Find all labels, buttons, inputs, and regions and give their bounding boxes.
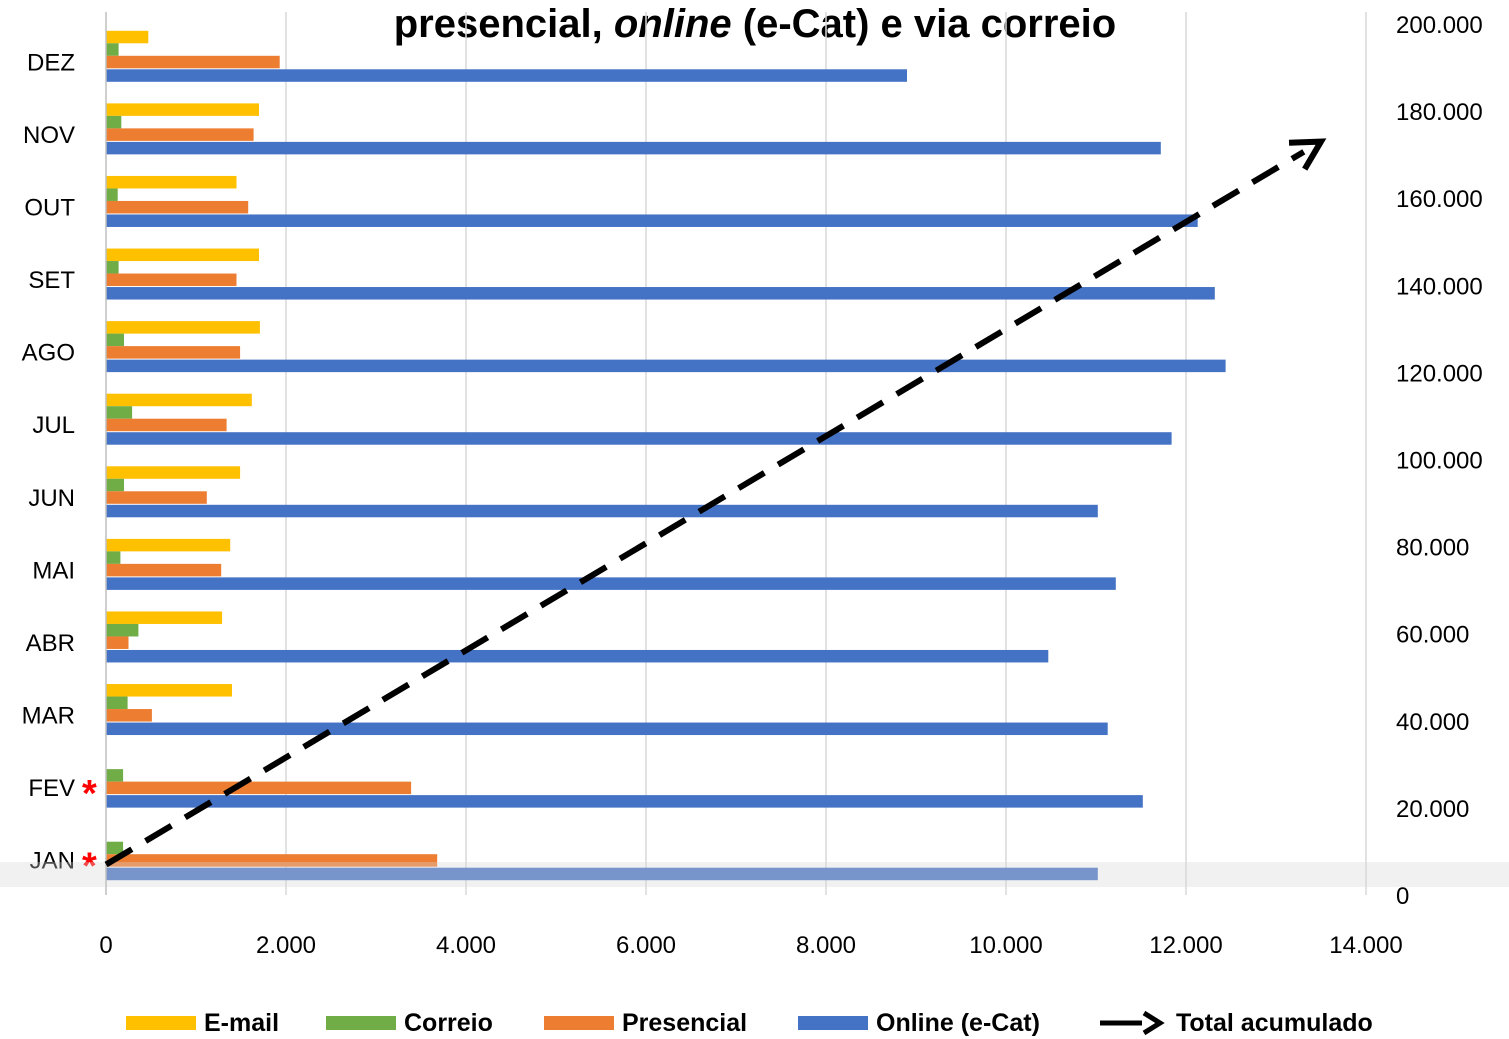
bar-e-mail-nov — [106, 103, 259, 116]
x-tick-label-0: 0 — [99, 932, 112, 959]
category-marker-jan: * — [82, 846, 97, 888]
bar-online-e-cat-fev — [106, 795, 1143, 808]
secondary-tick-label-9: 180.000 — [1396, 99, 1483, 126]
bar-e-mail-mar — [106, 684, 232, 697]
secondary-tick-label-1: 20.000 — [1396, 796, 1469, 823]
x-tick-label-1: 2.000 — [256, 932, 316, 959]
x-tick-label-2: 4.000 — [436, 932, 496, 959]
bar-correio-out — [106, 188, 118, 201]
bar-online-e-cat-mar — [106, 722, 1108, 736]
legend-label-correio: Correio — [404, 1009, 493, 1037]
legend-swatch-presencial — [544, 1016, 614, 1030]
chart-title: presencial, online (e-Cat) e via correio — [200, 2, 1310, 46]
title-prefix: presencial, — [393, 2, 614, 46]
legend-label-presencial: Presencial — [622, 1009, 748, 1037]
bar-online-e-cat-abr — [106, 649, 1049, 663]
plot-area: JAN * FEV * MAR ABR MAI JUN JUL AGO SET OUT NOV DEZ 0 2… — [0, 12, 1509, 959]
bar-correio-mar — [106, 696, 128, 710]
bar-presencial-fev — [106, 781, 412, 795]
bar-online-e-cat-jul — [106, 432, 1172, 445]
total-acumulado-arrowhead — [1288, 138, 1327, 171]
bar-online-e-cat-jun — [106, 504, 1098, 518]
bar-presencial-nov — [106, 128, 254, 141]
x-tick-label-4: 8.000 — [796, 932, 856, 959]
secondary-tick-label-3: 60.000 — [1396, 622, 1469, 649]
x-tick-label-7: 14.000 — [1329, 932, 1402, 959]
legend-swatch-correio — [326, 1016, 396, 1030]
bar-presencial-out — [106, 200, 249, 214]
category-label-jan: JAN — [30, 848, 75, 875]
category-label-ago: AGO — [22, 340, 75, 367]
secondary-tick-label-10: 200.000 — [1396, 12, 1483, 39]
legend-swatch-online — [798, 1016, 868, 1030]
bar-presencial-set — [106, 273, 237, 287]
bar-presencial-jun — [106, 491, 207, 504]
x-tick-label-3: 6.000 — [616, 932, 676, 959]
category-label-mar: MAR — [22, 703, 75, 730]
bar-e-mail-set — [106, 248, 259, 262]
bar-correio-abr — [106, 623, 139, 637]
category-label-jun: JUN — [28, 485, 75, 512]
bar-correio-jul — [106, 406, 133, 419]
bar-correio-mai — [106, 551, 121, 564]
bar-presencial-mar — [106, 709, 152, 722]
bar-presencial-abr — [106, 636, 129, 649]
secondary-tick-label-4: 80.000 — [1396, 535, 1469, 562]
category-marker-fev: * — [82, 773, 97, 815]
secondary-tick-label-2: 40.000 — [1396, 709, 1469, 736]
category-label-jul: JUL — [32, 412, 75, 439]
bar-correio-fev — [106, 769, 124, 782]
bar-presencial-ago — [106, 346, 241, 359]
category-label-abr: ABR — [26, 630, 75, 657]
legend-label-online: Online (e-Cat) — [876, 1009, 1040, 1037]
bar-online-e-cat-dez — [106, 69, 907, 82]
category-label-nov: NOV — [23, 122, 75, 149]
legend-label-email: E-mail — [204, 1009, 280, 1037]
title-italic: online — [613, 2, 732, 46]
bar-online-e-cat-jan — [106, 867, 1098, 881]
legend: E-mail Correio Presencial Online (e-Cat)… — [0, 1002, 1509, 1038]
category-label-out: OUT — [24, 194, 75, 221]
category-label-fev: FEV — [28, 775, 75, 802]
bar-e-mail-abr — [106, 611, 223, 624]
bar-online-e-cat-ago — [106, 359, 1226, 373]
secondary-tick-label-7: 140.000 — [1396, 273, 1483, 300]
category-label-mai: MAI — [32, 557, 75, 584]
category-label-dez: DEZ — [27, 49, 75, 76]
legend-swatch-email — [126, 1016, 196, 1030]
axis-shadow-band — [0, 862, 1509, 887]
bar-online-e-cat-set — [106, 287, 1215, 300]
bar-e-mail-jun — [106, 466, 241, 479]
bar-correio-jan — [106, 841, 124, 855]
bar-correio-ago — [106, 333, 124, 347]
bar-online-e-cat-out — [106, 214, 1198, 227]
bar-e-mail-out — [106, 175, 237, 189]
bar-presencial-jan — [106, 854, 438, 867]
bar-presencial-mai — [106, 563, 222, 577]
legend-arrow-icon — [1100, 1010, 1165, 1036]
bar-e-mail-ago — [106, 321, 260, 334]
x-tick-label-5: 10.000 — [969, 932, 1042, 959]
bar-presencial-jul — [106, 418, 227, 432]
bar-e-mail-mai — [106, 538, 231, 552]
secondary-tick-label-5: 100.000 — [1396, 448, 1483, 475]
bar-online-e-cat-nov — [106, 141, 1161, 155]
bar-correio-dez — [106, 43, 119, 56]
secondary-tick-label-8: 160.000 — [1396, 186, 1483, 213]
secondary-tick-label-6: 120.000 — [1396, 360, 1483, 387]
bar-e-mail-jul — [106, 393, 252, 407]
bar-presencial-dez — [106, 55, 280, 69]
secondary-tick-label-0: 0 — [1396, 883, 1409, 910]
bar-online-e-cat-mai — [106, 577, 1116, 590]
bar-e-mail-dez — [106, 30, 149, 44]
x-tick-label-6: 12.000 — [1149, 932, 1222, 959]
bar-correio-set — [106, 261, 119, 274]
legend-label-total: Total acumulado — [1176, 1009, 1373, 1037]
bar-correio-nov — [106, 115, 122, 129]
bar-correio-jun — [106, 478, 124, 492]
category-label-set: SET — [28, 267, 75, 294]
total-acumulado-line — [104, 149, 1306, 868]
title-suffix: (e-Cat) e via correio — [731, 2, 1117, 46]
